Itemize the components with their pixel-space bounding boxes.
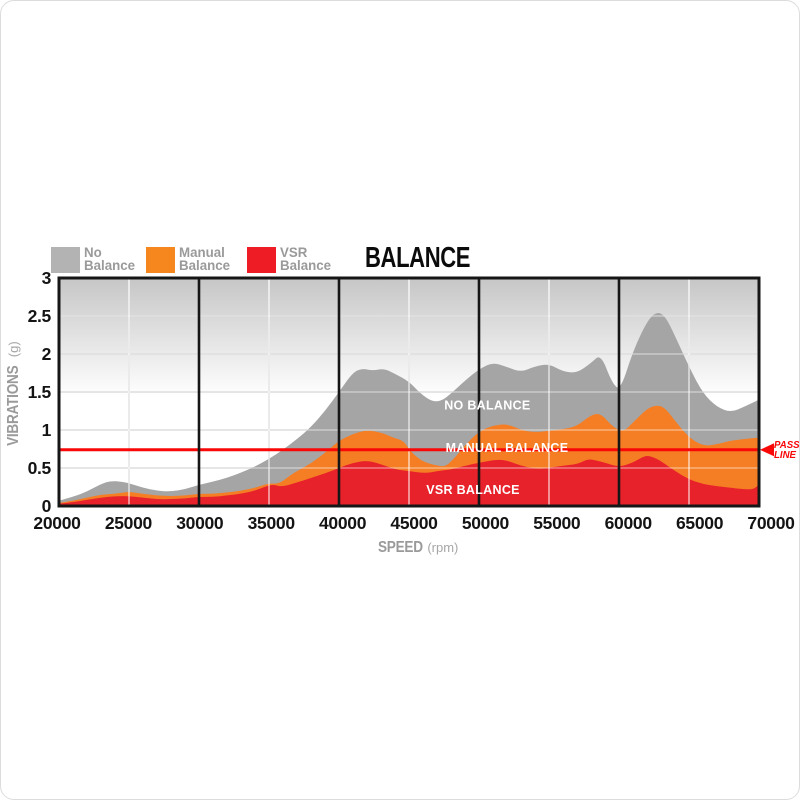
legend-swatch-no-balance [51,247,80,273]
x-tick-label: 30000 [176,513,224,533]
x-tick-label: 25000 [105,513,153,533]
y-tick-label: 2.5 [28,306,52,326]
pass-line-label-line1: PASS [774,439,800,451]
legend-swatch-vsr-balance [247,247,276,273]
x-tick-label: 20000 [33,513,81,533]
x-axis-label: SPEED (rpm) [316,539,516,557]
x-tick-label: 50000 [462,513,510,533]
plot-border [57,276,761,508]
chart-title: BALANCE [365,242,471,274]
series-label-1: MANUAL BALANCE [446,441,569,455]
y-tick-label: 2 [42,344,52,364]
legend-label-line: Balance [179,257,231,273]
x-tick-label: 60000 [605,513,653,533]
x-tick-label: 35000 [248,513,296,533]
balance-chart: NO BALANCE MANUAL BALANCE VSR BALANCE 0 0.5 1… [1,241,800,581]
legend-label-line: VSR [280,244,308,260]
legend-label-vsr-balance: VSR Balance [280,244,332,273]
x-tick-label: 65000 [676,513,724,533]
legend-swatch-manual-balance [146,247,175,273]
pass-line-arrow-icon [760,443,774,457]
x-axis-label-text: SPEED [377,539,423,556]
x-tick-label: 45000 [390,513,438,533]
legend-label-line: Manual [179,244,225,260]
x-tick-label: 40000 [319,513,367,533]
x-tick-label: 70000 [747,513,795,533]
legend-label-line: Balance [84,257,136,273]
legend-label-line: Balance [280,257,332,273]
x-tick-label: 55000 [533,513,581,533]
y-tick-label: 0.5 [28,458,52,478]
legend-label-line: No [84,244,102,260]
pass-line-label: PASS LINE [774,439,800,461]
y-tick-label: 0 [42,496,52,516]
y-axis-label: VIBRATIONS (g) [5,287,25,507]
y-axis-label-text: VIBRATIONS [5,365,22,446]
legend-label-manual-balance: Manual Balance [179,244,231,273]
series-label-2: VSR BALANCE [426,483,520,497]
y-tick-label: 3 [42,268,52,288]
y-axis-unit: (g) [6,341,21,358]
y-tick-label: 1 [42,420,52,440]
x-axis-unit: (rpm) [427,540,459,555]
series-label-0: NO BALANCE [444,399,530,413]
legend-label-no-balance: No Balance [84,244,136,273]
y-tick-label: 1.5 [28,382,52,402]
pass-line-label-line2: LINE [774,448,797,461]
chart-canvas: NO BALANCE MANUAL BALANCE VSR BALANCE 0 0.5 1… [28,268,796,533]
